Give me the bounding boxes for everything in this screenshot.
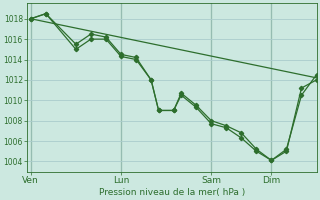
X-axis label: Pression niveau de la mer( hPa ): Pression niveau de la mer( hPa ) xyxy=(99,188,245,197)
